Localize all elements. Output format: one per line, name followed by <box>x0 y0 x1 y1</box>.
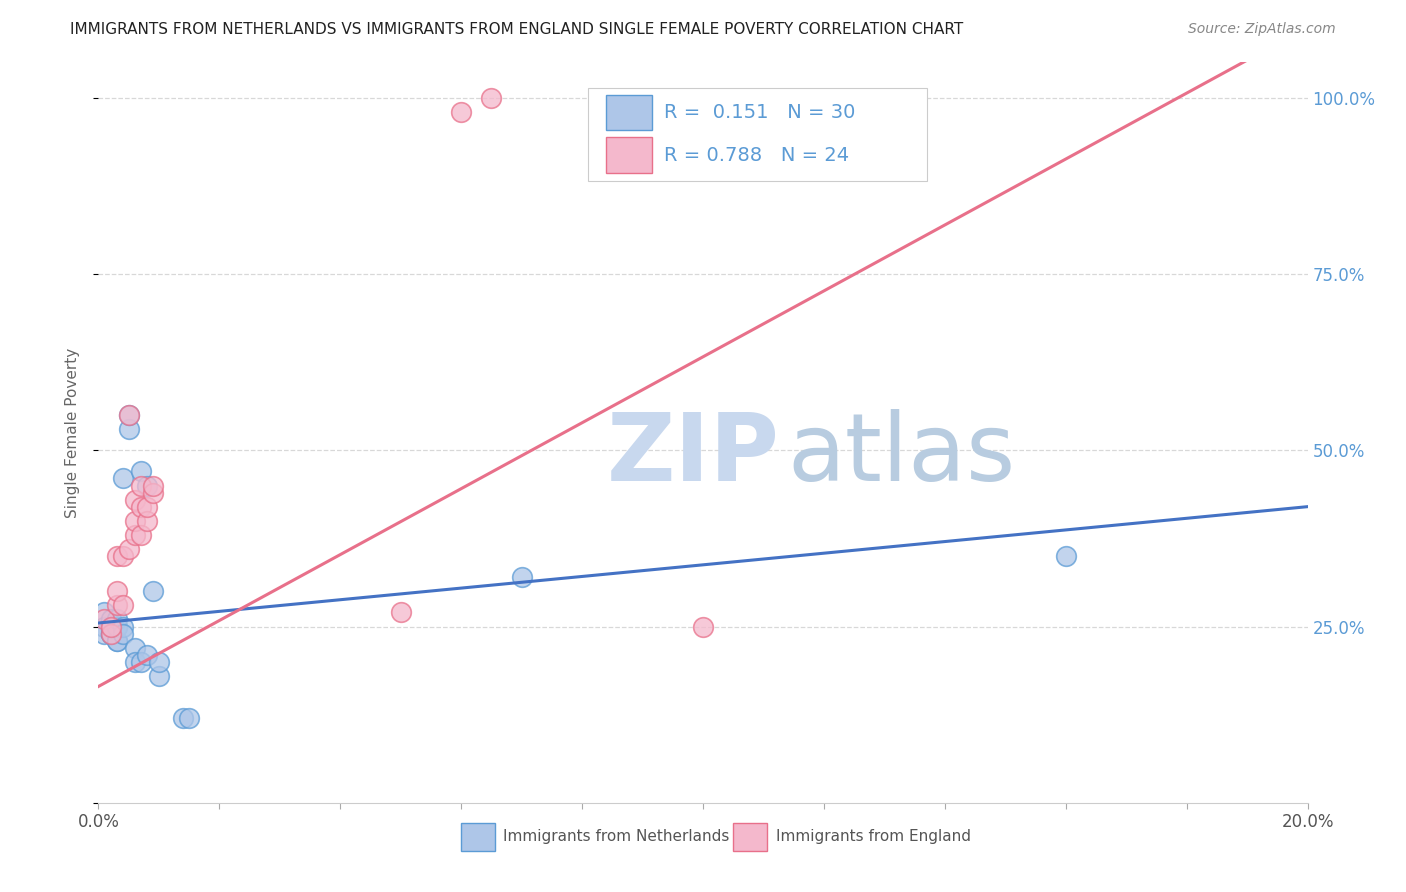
Text: Immigrants from England: Immigrants from England <box>776 830 970 845</box>
Point <box>450 104 472 119</box>
Point <box>100 619 122 633</box>
Point <box>142 478 165 492</box>
Point <box>111 619 134 633</box>
Point <box>118 422 141 436</box>
FancyBboxPatch shape <box>606 137 652 173</box>
Point <box>111 549 134 563</box>
Point <box>148 669 170 683</box>
Point <box>135 478 157 492</box>
Point <box>118 541 141 556</box>
Point <box>142 584 165 599</box>
Point <box>118 408 141 422</box>
Y-axis label: Single Female Poverty: Single Female Poverty <box>65 348 80 517</box>
Point <box>105 599 128 613</box>
Point <box>129 528 152 542</box>
FancyBboxPatch shape <box>461 822 495 851</box>
Point <box>105 619 128 633</box>
Point <box>129 500 152 514</box>
Point <box>111 471 134 485</box>
Point <box>124 655 146 669</box>
Point <box>100 626 122 640</box>
Point <box>481 91 503 105</box>
Text: R = 0.788   N = 24: R = 0.788 N = 24 <box>664 145 849 165</box>
Point <box>692 619 714 633</box>
Point <box>105 549 128 563</box>
Point <box>111 626 134 640</box>
Text: ZIP: ZIP <box>606 409 779 500</box>
Point <box>111 599 134 613</box>
Point <box>100 626 122 640</box>
Point <box>100 619 122 633</box>
Point <box>179 711 201 725</box>
Point <box>93 606 115 620</box>
Point <box>148 655 170 669</box>
Text: IMMIGRANTS FROM NETHERLANDS VS IMMIGRANTS FROM ENGLAND SINGLE FEMALE POVERTY COR: IMMIGRANTS FROM NETHERLANDS VS IMMIGRANT… <box>70 22 963 37</box>
Point <box>118 408 141 422</box>
Text: R =  0.151   N = 30: R = 0.151 N = 30 <box>664 103 856 122</box>
Point <box>93 626 115 640</box>
Point <box>129 478 152 492</box>
Point <box>105 612 128 626</box>
Point <box>93 619 115 633</box>
Point <box>100 626 122 640</box>
Point <box>124 528 146 542</box>
Text: Immigrants from Netherlands: Immigrants from Netherlands <box>503 830 730 845</box>
Point <box>1054 549 1077 563</box>
Point <box>129 464 152 478</box>
Point <box>105 619 128 633</box>
Text: atlas: atlas <box>787 409 1017 500</box>
Point <box>105 584 128 599</box>
Point <box>142 485 165 500</box>
Point <box>124 640 146 655</box>
FancyBboxPatch shape <box>734 822 768 851</box>
Text: Source: ZipAtlas.com: Source: ZipAtlas.com <box>1188 22 1336 37</box>
Point <box>124 514 146 528</box>
FancyBboxPatch shape <box>606 95 652 130</box>
Point <box>105 633 128 648</box>
Point <box>135 514 157 528</box>
Point <box>124 492 146 507</box>
Point <box>510 570 533 584</box>
Point <box>129 655 152 669</box>
Point <box>135 648 157 662</box>
Point <box>135 500 157 514</box>
Point <box>93 612 115 626</box>
Point <box>100 612 122 626</box>
FancyBboxPatch shape <box>588 88 927 181</box>
Point <box>389 606 412 620</box>
Point <box>172 711 194 725</box>
Point <box>105 633 128 648</box>
